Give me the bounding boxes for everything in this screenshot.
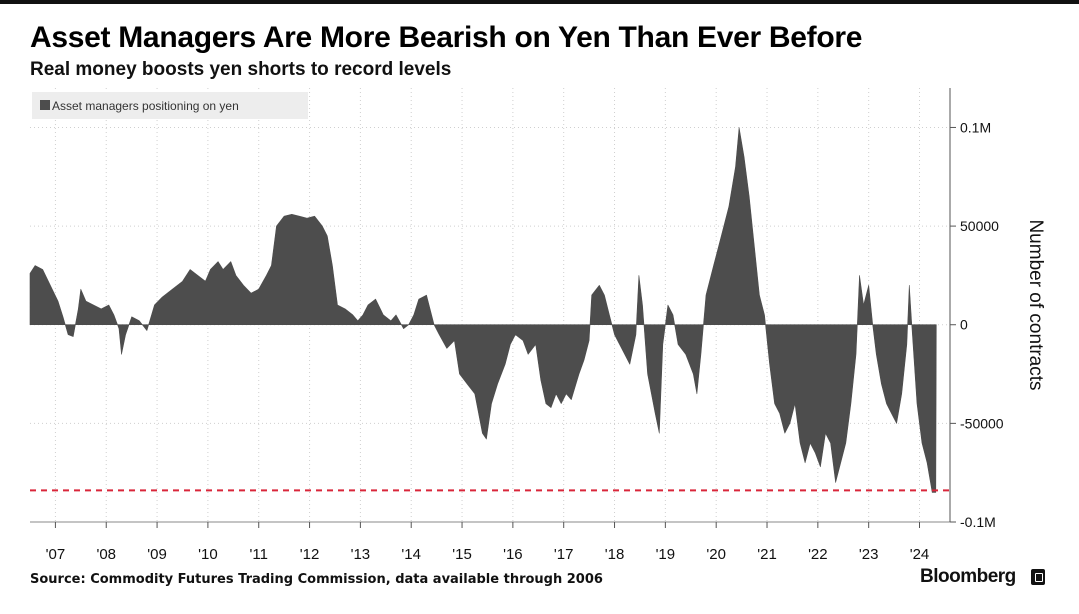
x-tick-label: '14	[401, 546, 421, 563]
bloomberg-logo: Bloomberg	[920, 566, 1016, 587]
y-tick-label: 0	[960, 317, 968, 333]
chart-subtitle: Real money boosts yen shorts to record l…	[30, 59, 452, 80]
x-tick-label: '16	[503, 546, 523, 563]
legend-label: Asset managers positioning on yen	[52, 99, 239, 113]
legend-swatch	[40, 100, 50, 110]
y-tick-label: 50000	[960, 218, 999, 234]
x-tick-label: '12	[300, 546, 320, 563]
y-axis-label: Number of contracts	[1025, 219, 1046, 390]
x-tick-label: '21	[757, 546, 777, 563]
y-tick-label: -50000	[960, 415, 1004, 431]
x-tick-label: '24	[910, 546, 930, 563]
chart-title: Asset Managers Are More Bearish on Yen T…	[30, 21, 863, 54]
x-tick-label: '22	[808, 546, 828, 563]
x-tick-label: '19	[656, 546, 676, 563]
x-tick-label: '08	[96, 546, 116, 563]
x-tick-label: '07	[46, 546, 66, 563]
x-tick-label: '15	[452, 546, 472, 563]
bloomberg-terminal-icon	[1031, 569, 1045, 585]
y-axis: 0.1M 50000 0 -50000 -0.1M	[950, 119, 1004, 530]
top-rule	[0, 0, 1079, 4]
x-tick-label: '10	[198, 546, 218, 563]
gridlines	[30, 88, 950, 523]
legend-background	[32, 92, 308, 119]
source-note: Source: Commodity Futures Trading Commis…	[30, 572, 603, 587]
x-tick-label: '09	[147, 546, 167, 563]
x-tick-label: '20	[706, 546, 726, 563]
x-tick-label: '11	[250, 546, 268, 563]
x-tick-label: '18	[605, 546, 625, 563]
x-tick-label: '13	[351, 546, 371, 563]
x-tick-label: '23	[859, 546, 879, 563]
y-tick-label: -0.1M	[960, 514, 996, 530]
x-axis: '07 '08 '09 '10 '11 '12 '13 '14 '15 '16 '17 '18 '19 '…	[30, 521, 950, 563]
y-tick-label: 0.1M	[960, 119, 991, 135]
series-area-asset-managers	[29, 127, 937, 493]
x-tick-label: '17	[554, 546, 574, 563]
legend: Asset managers positioning on yen	[32, 92, 308, 119]
